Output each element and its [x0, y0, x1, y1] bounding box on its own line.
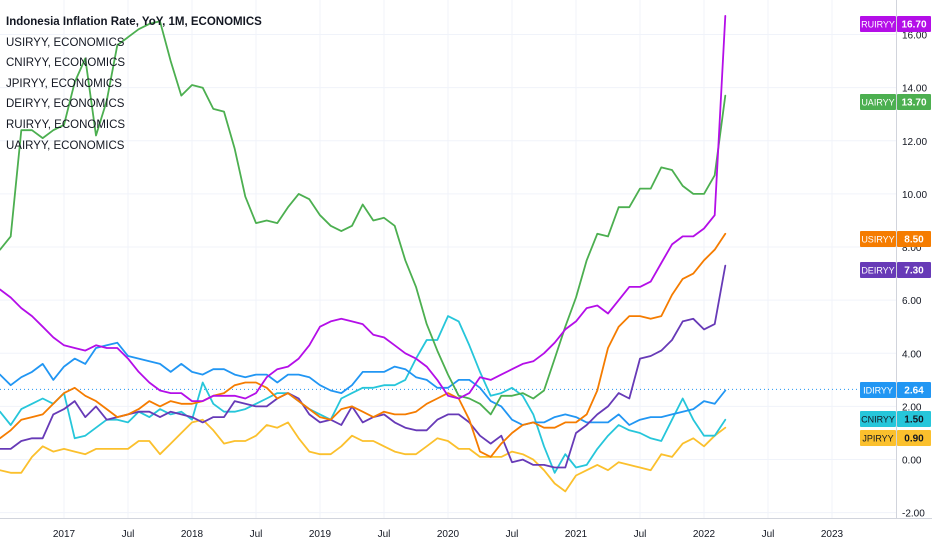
legend-entry[interactable]: JPIRYY, ECONOMICS [6, 77, 122, 90]
series-name-tag [860, 94, 896, 110]
x-tick-label: 2022 [693, 529, 716, 540]
last-value-label: 2.64 [904, 386, 924, 397]
series-name-tag [860, 262, 896, 278]
series-line-uairyy [0, 20, 727, 416]
x-tick-label: 2017 [53, 529, 76, 540]
last-value-tag [897, 262, 931, 278]
series-name-tag [860, 231, 896, 247]
y-tick-label: 16.00 [902, 31, 927, 42]
x-tick-label: Jul [250, 529, 263, 540]
series-line-deiryy [0, 264, 727, 469]
x-tick-label: 2018 [181, 529, 204, 540]
last-value-tag [897, 16, 931, 32]
series-line-jpiryy [0, 418, 727, 493]
last-value-tag [897, 430, 931, 446]
y-tick-label: 2.00 [902, 402, 922, 413]
series-name-tag [860, 430, 896, 446]
badge-jpiryy: JPIRYY 0.90 [860, 430, 931, 446]
series-name-label: USIRYY [861, 235, 894, 245]
series-name-tag [860, 16, 896, 32]
badge-ruiryy: RUIRYY 16.70 [860, 16, 931, 32]
axis-layer: 16.00 14.00 12.00 10.00 8.00 6.00 4.00 2.00 0.00… [0, 0, 932, 540]
last-value-label: 1.50 [904, 415, 924, 426]
y-tick-label: 0.00 [902, 456, 922, 467]
last-value-label: 0.90 [904, 434, 924, 445]
x-tick-label: Jul [762, 529, 775, 540]
x-tick-label: Jul [378, 529, 391, 540]
series-layer [0, 14, 727, 493]
last-value-label: 7.30 [904, 266, 924, 277]
series-line-cniryy [0, 315, 727, 474]
x-tick-label: Jul [506, 529, 519, 540]
chart-title: Indonesia Inflation Rate, YoY, 1M, ECONO… [6, 16, 262, 28]
last-value-label: 16.70 [901, 20, 926, 31]
y-tick-label: 10.00 [902, 190, 927, 201]
chart-legend: Indonesia Inflation Rate, YoY, 1M, ECONO… [6, 12, 262, 156]
series-name-label: CNIRYY [861, 415, 895, 425]
x-tick-label: Jul [122, 529, 135, 540]
series-line-idiryy [0, 341, 727, 426]
badge-deiryy: DEIRYY 7.30 [860, 262, 931, 278]
legend-entry[interactable]: RUIRYY, ECONOMICS [6, 118, 126, 131]
y-tick-label: 8.00 [902, 243, 922, 254]
last-value-tag [897, 94, 931, 110]
y-tick-label: 6.00 [902, 296, 922, 307]
series-name-tag [860, 411, 896, 427]
last-value-badges: UAIRYY 13.70 RUIRYY 16.70 USIRYY 8.50 DEIRYY 7.… [860, 16, 931, 446]
last-value-tag [897, 231, 931, 247]
x-tick-label: 2021 [565, 529, 588, 540]
badge-idiryy: IDIRYY 2.64 [860, 382, 931, 398]
y-tick-label: 14.00 [902, 84, 927, 95]
legend-entry[interactable]: DEIRYY, ECONOMICS [6, 98, 125, 111]
grid-layer [0, 0, 896, 518]
last-value-label: 13.70 [901, 98, 926, 109]
last-value-tag [897, 411, 931, 427]
x-tick-label: Jul [634, 529, 647, 540]
badge-cniryy: CNIRYY 1.50 [860, 411, 931, 427]
badge-usiryy: USIRYY 8.50 [860, 231, 931, 247]
series-name-label: IDIRYY [863, 386, 893, 396]
x-tick-label: 2020 [437, 529, 460, 540]
badge-uairyy: UAIRYY 13.70 [860, 94, 931, 110]
series-name-tag [860, 382, 896, 398]
y-tick-label: 12.00 [902, 137, 927, 148]
series-name-label: JPIRYY [862, 434, 893, 444]
series-line-ruiryy [0, 14, 727, 403]
last-value-tag [897, 382, 931, 398]
series-name-label: UAIRYY [861, 98, 894, 108]
y-tick-label: -2.00 [902, 509, 925, 520]
legend-entry[interactable]: USIRYY, ECONOMICS [6, 36, 125, 49]
x-tick-label: 2019 [309, 529, 332, 540]
series-line-usiryy [0, 232, 727, 458]
x-tick-label: 2023 [821, 529, 844, 540]
series-name-label: RUIRYY [861, 20, 895, 30]
legend-entry[interactable]: CNIRYY, ECONOMICS [6, 57, 126, 70]
y-tick-label: 4.00 [902, 349, 922, 360]
legend-entry[interactable]: UAIRYY, ECONOMICS [6, 139, 125, 152]
series-name-label: DEIRYY [861, 266, 894, 276]
last-value-label: 8.50 [904, 235, 924, 246]
